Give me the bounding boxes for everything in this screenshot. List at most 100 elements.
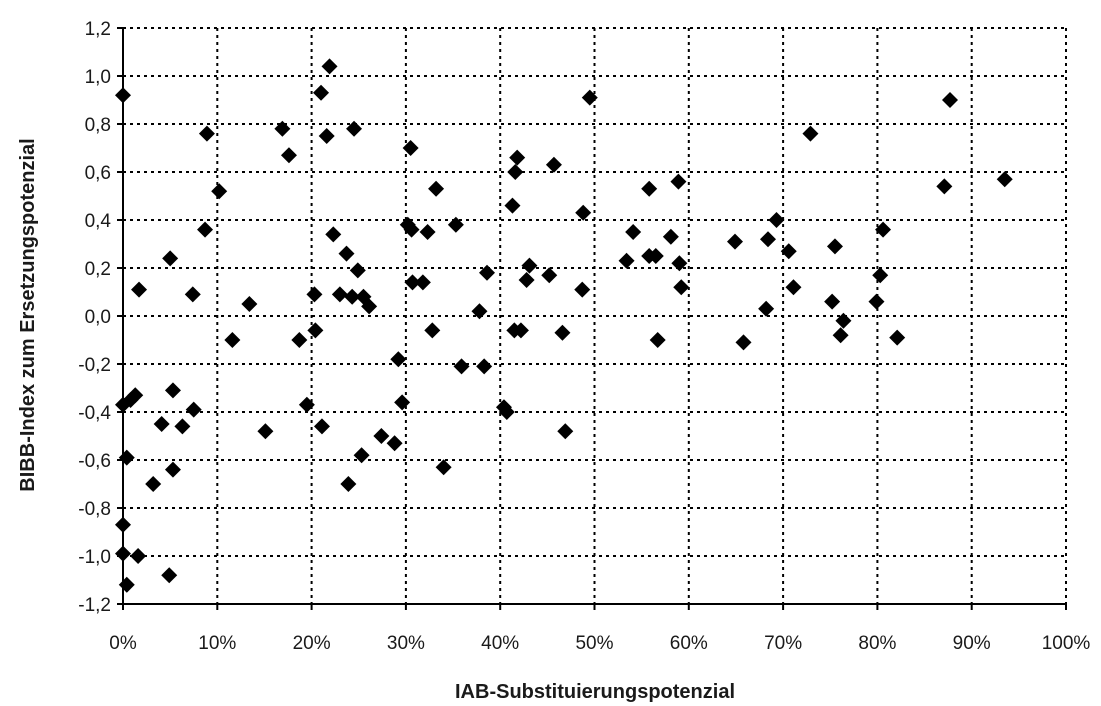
data-point [394, 394, 411, 411]
data-point [545, 156, 562, 173]
y-tick-label: 0,0 [85, 307, 111, 328]
data-point [346, 120, 363, 137]
data-point [541, 267, 558, 284]
data-point [390, 351, 407, 368]
data-point [832, 327, 849, 344]
data-point [118, 449, 135, 466]
data-point [581, 89, 598, 106]
data-point [386, 435, 403, 452]
data-point [868, 293, 885, 310]
data-point [435, 459, 452, 476]
data-point [504, 197, 521, 214]
data-point [118, 576, 135, 593]
grid-lines [123, 27, 1067, 604]
y-tick-label: 0,4 [85, 211, 112, 232]
data-point [419, 224, 436, 240]
data-point [145, 476, 162, 492]
data-point [224, 332, 241, 348]
data-point [758, 300, 775, 317]
data-point [507, 164, 524, 180]
data-point [826, 238, 843, 255]
x-axis-title: IAB-Substituierungspotenzial [455, 681, 735, 703]
data-point [618, 252, 635, 269]
data-point [115, 87, 131, 104]
axes [117, 27, 1067, 610]
data-point [673, 279, 690, 296]
data-point [115, 516, 131, 533]
data-point [340, 476, 357, 492]
y-tick-label: 0,6 [85, 163, 111, 184]
y-tick-label: 0,2 [85, 259, 111, 280]
data-point [649, 332, 666, 348]
x-tick-label: 90% [953, 633, 991, 654]
x-tick-label: 10% [198, 633, 236, 654]
data-point [185, 401, 202, 418]
data-point [318, 128, 335, 144]
data-point [936, 178, 953, 195]
data-point [760, 231, 777, 248]
data-point [127, 387, 144, 404]
x-tick-label: 30% [387, 633, 425, 654]
data-point [306, 286, 323, 303]
data-point [872, 267, 889, 284]
data-point [478, 264, 495, 281]
data-point [768, 212, 785, 228]
data-point [670, 173, 687, 190]
y-tick-label: 0,8 [85, 115, 111, 136]
data-point [476, 358, 493, 375]
x-axis-tick-labels: 0% 10% 20% 30% 40% 50% 60% 70% 80% 90% 100% [109, 633, 1090, 654]
x-tick-label: 50% [575, 633, 613, 654]
data-point [241, 296, 258, 312]
data-point [557, 423, 574, 440]
data-point [313, 84, 330, 101]
data-point [402, 140, 419, 156]
data-point [428, 180, 445, 197]
data-point [164, 461, 181, 478]
data-point [554, 324, 571, 341]
data-point [727, 233, 744, 250]
y-tick-label: -1,2 [78, 595, 111, 616]
data-point [453, 358, 470, 375]
x-tick-label: 60% [670, 633, 708, 654]
data-point [184, 286, 201, 303]
data-point [361, 298, 378, 315]
data-point [735, 334, 752, 351]
data-point [307, 322, 324, 339]
data-point [889, 329, 906, 346]
data-point [274, 120, 291, 137]
data-point [574, 281, 591, 298]
x-tick-label: 80% [858, 633, 896, 654]
data-point [280, 147, 297, 164]
data-point [824, 293, 841, 310]
data-point [835, 312, 852, 329]
data-point [197, 221, 214, 238]
data-point [313, 418, 330, 435]
data-point [509, 149, 526, 166]
data-point [512, 322, 529, 339]
data-point [780, 243, 797, 260]
data-point [164, 382, 181, 399]
data-point [174, 418, 191, 435]
data-point [404, 274, 421, 291]
data-point [875, 221, 892, 238]
y-tick-label: 1,0 [85, 67, 111, 88]
data-point [373, 428, 390, 444]
data-point [161, 567, 178, 584]
x-tick-label: 70% [764, 633, 802, 654]
data-point [211, 183, 228, 200]
y-tick-label: -0,2 [78, 355, 111, 376]
data-point [162, 250, 179, 267]
data-point [115, 545, 131, 562]
data-point [671, 255, 688, 272]
data-point [802, 125, 819, 142]
data-point [575, 204, 592, 221]
data-point [325, 226, 342, 243]
data-point [424, 322, 441, 339]
data-point [349, 262, 366, 279]
data-point [785, 279, 802, 296]
data-point [498, 404, 515, 420]
data-point [518, 272, 535, 288]
data-point [338, 245, 355, 262]
x-tick-label: 100% [1042, 633, 1091, 654]
x-tick-label: 20% [293, 633, 331, 654]
